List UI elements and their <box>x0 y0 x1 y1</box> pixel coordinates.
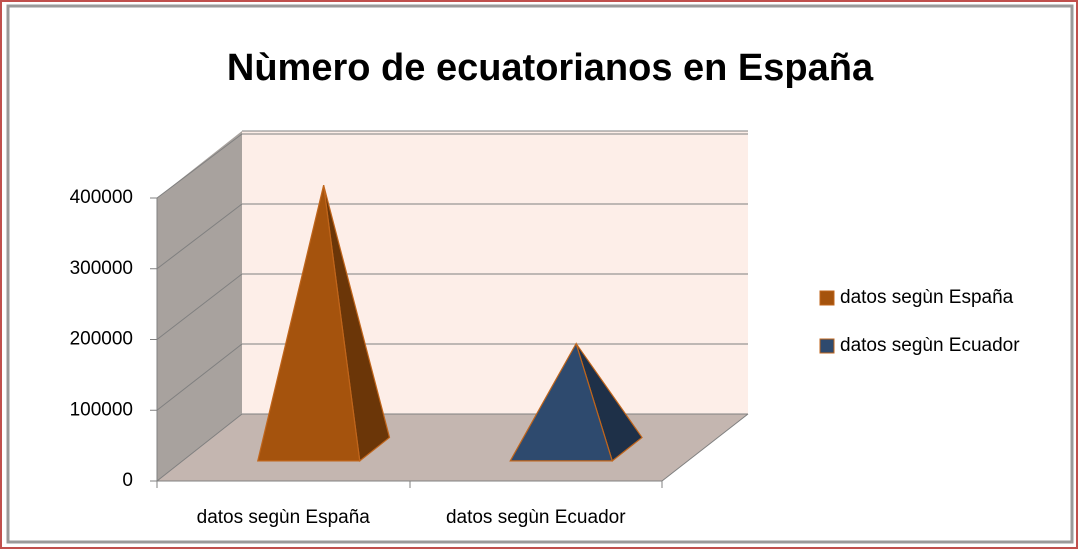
legend-label: datos segùn Ecuador <box>840 335 1020 356</box>
legend-label: datos segùn España <box>840 287 1014 308</box>
floor-edge <box>661 413 749 482</box>
floor <box>157 414 748 481</box>
y-tick-label: 100000 <box>70 399 133 420</box>
pyramid-front <box>256 185 361 462</box>
y-tick-label: 400000 <box>70 187 133 208</box>
chart-title: Nùmero de ecuatorianos en España <box>227 47 874 89</box>
inner-frame <box>6 4 1074 544</box>
x-tick-label: datos segùn Ecuador <box>446 507 626 528</box>
legend-swatch <box>819 290 835 306</box>
grid-line <box>156 413 243 482</box>
grid-line <box>156 273 243 340</box>
grid-line <box>156 133 243 199</box>
grid-line <box>156 203 243 270</box>
y-tick-label: 0 <box>122 470 133 491</box>
x-tick-label: datos segùn España <box>197 507 371 528</box>
pyramid-front <box>509 342 614 462</box>
legend-swatch <box>819 338 835 354</box>
y-tick-label: 300000 <box>70 258 133 279</box>
grid-line <box>156 343 243 411</box>
y-tick-label: 200000 <box>70 329 133 350</box>
back-wall <box>242 131 748 414</box>
